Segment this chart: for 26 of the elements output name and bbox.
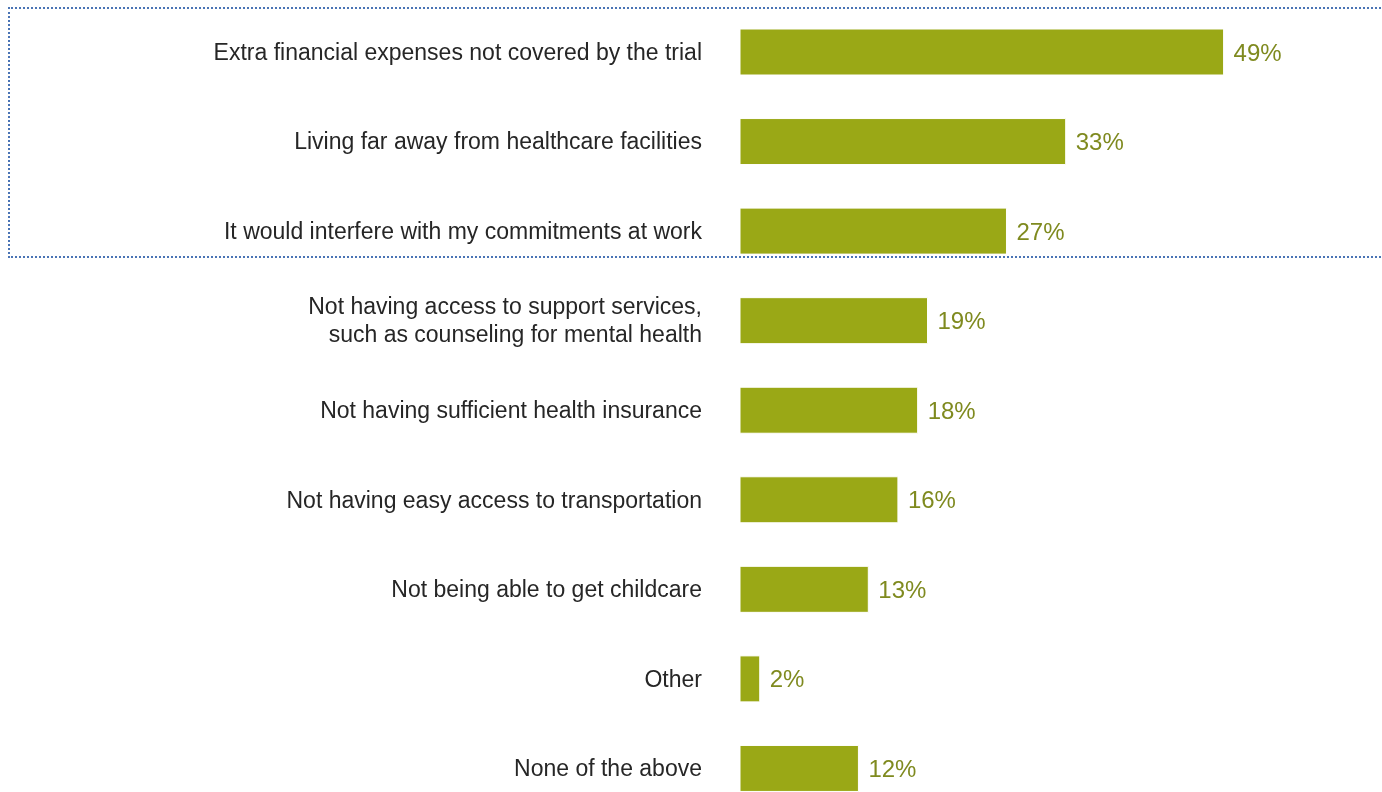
bar: [739, 386, 919, 434]
y-tick-label: Not having access to support services, such as counseling for mental health: [308, 293, 702, 348]
data-label: 16%: [907, 486, 956, 514]
bar: [739, 476, 899, 524]
bar: [739, 655, 761, 703]
bar: [739, 28, 1225, 76]
y-tick-label: Extra financial expenses not covered by the trial: [213, 38, 702, 65]
data-label: 27%: [1016, 217, 1065, 245]
y-tick-label: Not having easy access to transportation: [286, 486, 702, 513]
y-tick-label: Not having sufficient health insurance: [320, 397, 702, 423]
data-label: 49%: [1233, 38, 1282, 66]
bar: [739, 207, 1007, 255]
data-label: 13%: [878, 575, 927, 603]
y-tick-label: Other: [644, 665, 703, 692]
bar: [739, 118, 1067, 166]
y-tick-label: Not being able to get childcare: [391, 576, 702, 603]
data-label: 12%: [868, 754, 917, 782]
data-label: 18%: [927, 396, 976, 424]
bar: [739, 297, 929, 345]
y-tick-label: None of the above: [514, 755, 702, 782]
data-label: 33%: [1075, 128, 1124, 156]
bar: [739, 565, 869, 613]
y-tick-label: Living far away from healthcare facilities: [294, 128, 702, 155]
data-label: 19%: [937, 307, 986, 335]
y-tick-label: It would interfere with my commitments at work: [223, 217, 703, 244]
data-label: 2%: [769, 665, 805, 693]
